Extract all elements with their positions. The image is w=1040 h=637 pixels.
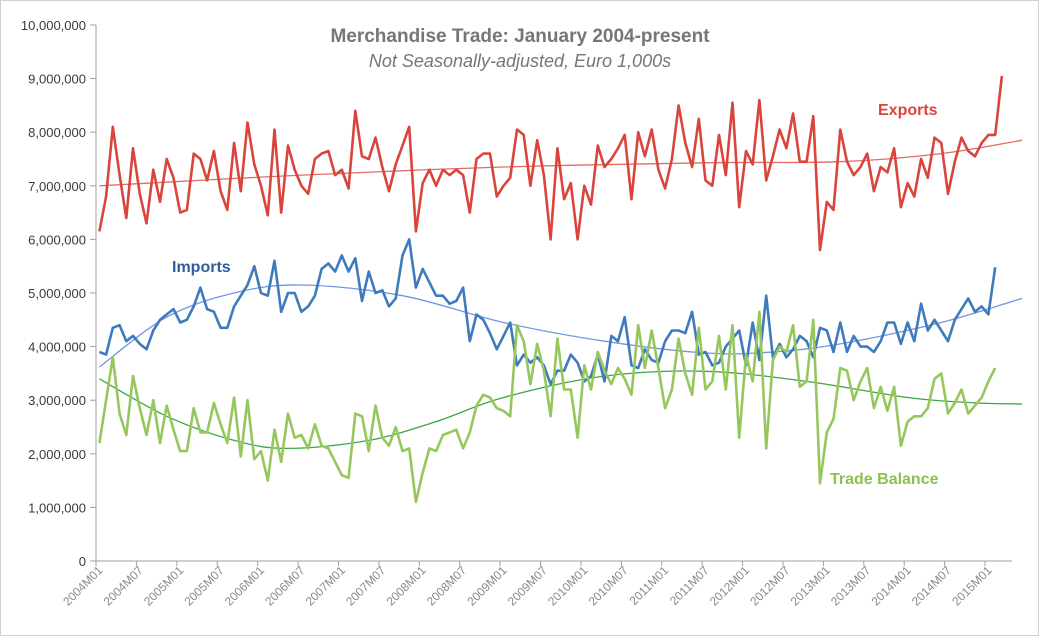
chart-title: Merchandise Trade: January 2004-present [330,26,710,47]
chart-subtitle: Not Seasonally-adjusted, Euro 1,000s [369,51,671,71]
y-tick-label: 2,000,000 [28,447,86,462]
trade-balance-label: Trade Balance [830,471,939,488]
trade-balance-trend-line [99,370,1023,450]
exports-label: Exports [878,102,938,119]
exports-trend-line [99,139,1023,187]
exports-series-line [98,75,1004,252]
series-lines [98,75,1004,504]
y-tick-label: 9,000,000 [28,72,86,87]
trendlines [99,139,1023,450]
y-tick-label: 7,000,000 [28,179,86,194]
y-tick-label: 5,000,000 [28,286,86,301]
y-tick-label: 6,000,000 [28,232,86,247]
imports-label: Imports [172,259,231,276]
imports-series-line [98,238,997,386]
y-tick-label: 1,000,000 [28,500,86,515]
trade-balance-series-line [98,310,997,504]
y-tick-label: 8,000,000 [28,125,86,140]
y-tick-label: 4,000,000 [28,340,86,355]
y-tick-label: 0 [79,554,86,569]
y-tick-label: 3,000,000 [28,393,86,408]
y-tick-label: 10,000,000 [21,18,86,33]
imports-trend-line [99,284,1023,368]
